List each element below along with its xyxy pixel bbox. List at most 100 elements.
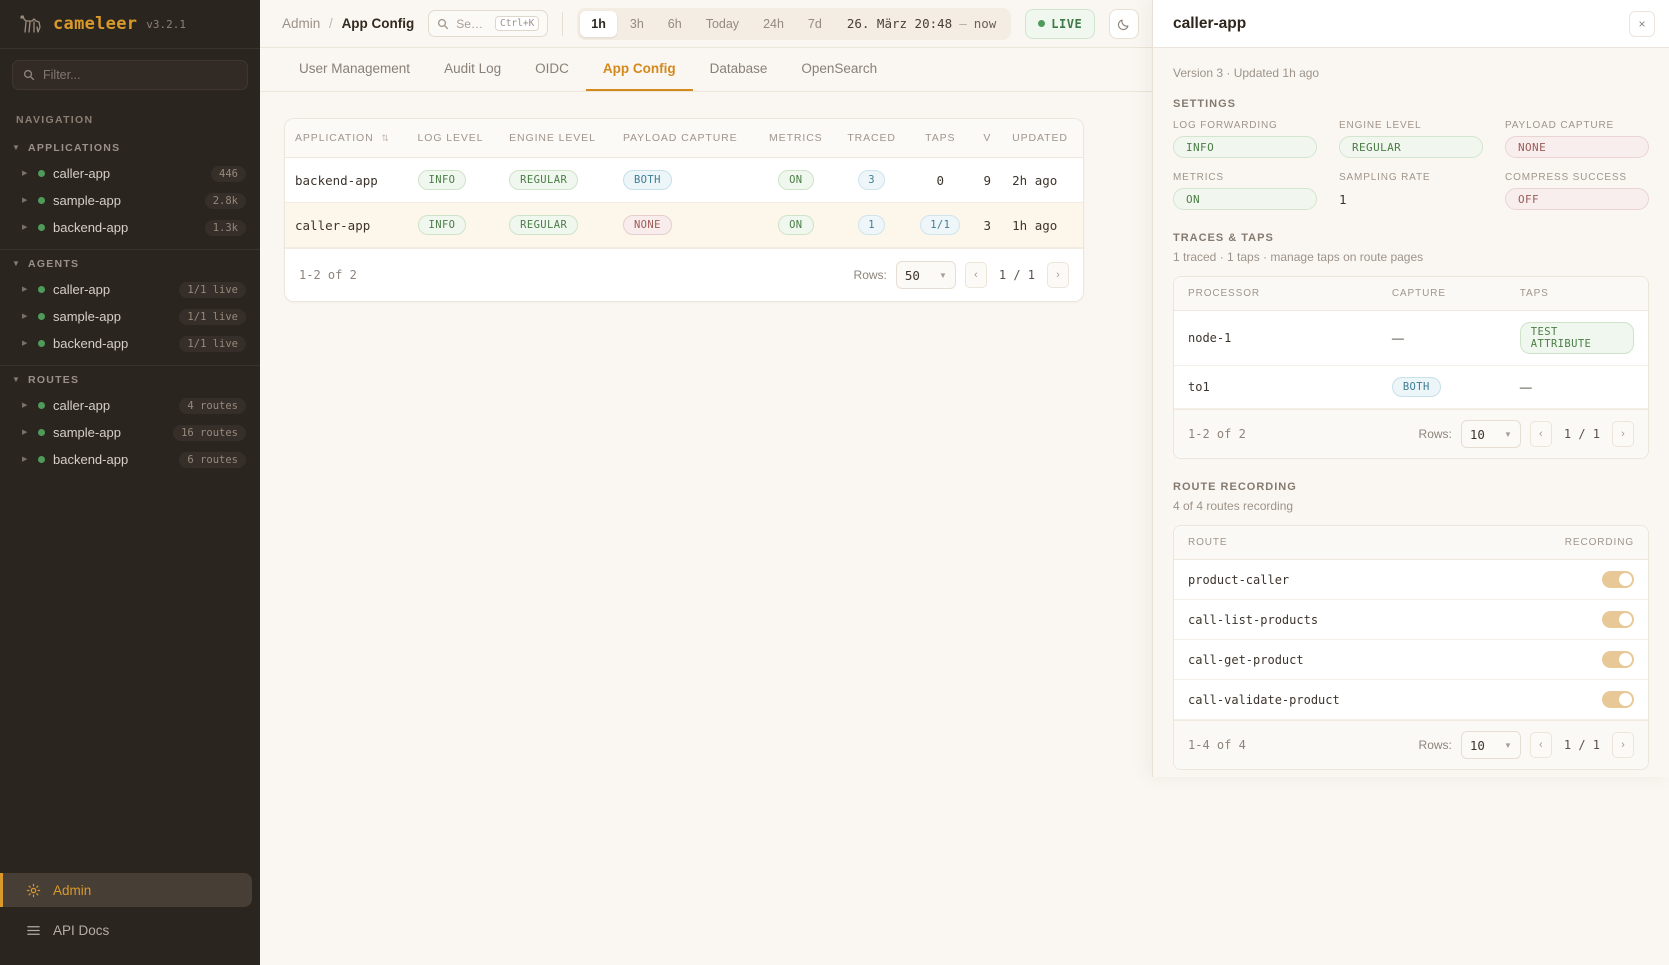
col-recording: RECORDING — [1481, 526, 1648, 560]
sidebar-item-agent-caller-app[interactable]: ▶ caller-app 1/1 live — [0, 276, 260, 303]
sidebar-filter[interactable] — [12, 60, 248, 90]
search-icon — [438, 18, 449, 29]
topbar-divider — [562, 11, 564, 36]
col-log-level[interactable]: LOG LEVEL — [407, 119, 500, 158]
range-1h[interactable]: 1h — [580, 10, 617, 37]
cell-route: call-get-product — [1174, 639, 1482, 680]
sidebar-item-agent-backend-app[interactable]: ▶ backend-app 1/1 live — [0, 330, 260, 357]
setting-log-forwarding: LOG FORWARDING INFO — [1173, 120, 1317, 158]
range-3h[interactable]: 3h — [629, 16, 644, 31]
cell-application: backend-app — [285, 157, 408, 203]
recording-toggle[interactable] — [1602, 651, 1634, 668]
tab-database[interactable]: Database — [709, 61, 768, 76]
sidebar-item-app-sample-app[interactable]: ▶ sample-app 2.8k — [0, 187, 260, 214]
tab-audit-log[interactable]: Audit Log — [444, 61, 502, 76]
filter-input[interactable] — [43, 68, 237, 82]
sidebar-item-admin[interactable]: Admin — [0, 873, 252, 907]
next-page-button[interactable]: › — [1612, 421, 1634, 447]
status-dot — [38, 224, 45, 231]
recording-toggle[interactable] — [1602, 611, 1634, 628]
prev-page-button[interactable]: ‹ — [964, 262, 987, 288]
range-24h[interactable]: 24h — [763, 16, 784, 31]
sidebar-item-badge: 1/1 live — [179, 308, 246, 325]
sidebar-item-route-sample-app[interactable]: ▶ sample-app 16 routes — [0, 419, 260, 446]
range-7d[interactable]: 7d — [807, 16, 822, 31]
col-engine-level[interactable]: ENGINE LEVEL — [499, 119, 613, 158]
chevron-right-icon: ▶ — [22, 170, 28, 177]
table-row[interactable]: product-caller — [1174, 559, 1648, 600]
rows-per-page-select[interactable]: 10 ▼ — [1460, 420, 1521, 448]
table-row[interactable]: call-get-product — [1174, 639, 1648, 680]
rows-per-page-select[interactable]: 50 ▼ — [895, 261, 956, 289]
recording-footer: 1-4 of 4 Rows: 10 ▼ ‹ 1 / 1 › — [1174, 720, 1648, 769]
result-count: 1-4 of 4 — [1188, 738, 1246, 752]
col-traced[interactable]: TRACED — [835, 119, 909, 158]
tab-user-management[interactable]: User Management — [299, 61, 411, 76]
brand[interactable]: cameleer v3.2.1 — [0, 0, 260, 48]
rows-per-page-select[interactable]: 10 ▼ — [1460, 731, 1521, 759]
group-header-agents[interactable]: ▼ AGENTS — [0, 250, 260, 276]
chevron-right-icon: ▶ — [22, 313, 28, 320]
table-row[interactable]: to1 BOTH — — [1174, 365, 1648, 409]
setting-value: REGULAR — [1339, 136, 1483, 158]
sidebar-group-routes: ▼ ROUTES ▶ caller-app 4 routes ▶ sample-… — [0, 366, 260, 481]
sidebar-item-api-docs[interactable]: API Docs — [0, 913, 252, 947]
table-row[interactable]: backend-app INFO REGULAR BOTH O — [285, 157, 1083, 203]
engine-level-badge: REGULAR — [509, 215, 579, 235]
recording-toggle[interactable] — [1602, 691, 1634, 708]
sidebar-item-route-backend-app[interactable]: ▶ backend-app 6 routes — [0, 446, 260, 473]
col-metrics[interactable]: METRICS — [756, 119, 836, 158]
setting-value: ON — [1173, 188, 1317, 210]
col-v[interactable]: V — [972, 119, 1003, 158]
sidebar-item-route-caller-app[interactable]: ▶ caller-app 4 routes — [0, 392, 260, 419]
next-page-button[interactable]: › — [1612, 732, 1634, 758]
brand-name: cameleer — [53, 14, 138, 34]
next-page-button[interactable]: › — [1047, 262, 1069, 288]
col-payload-capture[interactable]: PAYLOAD CAPTURE — [612, 119, 757, 158]
status-dot — [38, 197, 45, 204]
col-label: APPLICATION — [295, 132, 374, 144]
col-taps[interactable]: TAPS — [908, 119, 973, 158]
group-header-applications[interactable]: ▼ APPLICATIONS — [0, 134, 260, 160]
sort-icon[interactable]: ⇅ — [381, 133, 390, 143]
taps-badge: 1/1 — [920, 215, 961, 235]
col-updated[interactable]: UPDATED — [1002, 119, 1083, 158]
group-header-routes[interactable]: ▼ ROUTES — [0, 366, 260, 392]
prev-page-button[interactable]: ‹ — [1529, 421, 1552, 447]
setting-value: NONE — [1505, 136, 1649, 158]
tab-opensearch[interactable]: OpenSearch — [801, 61, 878, 76]
table-row[interactable]: call-validate-product — [1174, 679, 1648, 720]
close-icon[interactable]: × — [1629, 10, 1655, 37]
chevron-right-icon: ▶ — [22, 456, 28, 463]
range-today[interactable]: Today — [705, 16, 740, 31]
col-application[interactable]: APPLICATION ⇅ — [285, 119, 408, 158]
sidebar-item-agent-sample-app[interactable]: ▶ sample-app 1/1 live — [0, 303, 260, 330]
table-row[interactable]: node-1 — TEST ATTRIBUTE — [1174, 310, 1648, 366]
cell-taps: — — [1505, 365, 1648, 409]
global-search[interactable]: Se… Ctrl+K — [428, 10, 549, 37]
table-row[interactable]: call-list-products — [1174, 599, 1648, 640]
sidebar: cameleer v3.2.1 NAVIGATION ▼ APPLICATION… — [0, 0, 260, 965]
live-toggle[interactable]: LIVE — [1025, 8, 1096, 39]
range-display[interactable]: 26. März 20:48 — now — [835, 16, 1008, 31]
breadcrumb-root[interactable]: Admin — [282, 16, 321, 31]
tab-app-config[interactable]: App Config — [585, 48, 693, 91]
cell-route: call-list-products — [1174, 599, 1482, 640]
theme-toggle-button[interactable] — [1109, 8, 1140, 39]
cell-processor: node-1 — [1174, 310, 1378, 366]
setting-label: COMPRESS SUCCESS — [1505, 172, 1627, 183]
traces-table-header: PROCESSOR CAPTURE TAPS — [1174, 277, 1648, 311]
prev-page-button[interactable]: ‹ — [1529, 732, 1552, 758]
sidebar-item-label: backend-app — [53, 220, 129, 235]
recording-toggle[interactable] — [1602, 571, 1634, 588]
status-dot — [38, 456, 45, 463]
range-6h[interactable]: 6h — [667, 16, 682, 31]
status-dot — [38, 170, 45, 177]
cell-capture: — — [1377, 310, 1506, 366]
sidebar-item-app-backend-app[interactable]: ▶ backend-app 1.3k — [0, 214, 260, 241]
sidebar-item-app-caller-app[interactable]: ▶ caller-app 446 — [0, 160, 260, 187]
setting-engine-level: ENGINE LEVEL REGULAR — [1339, 120, 1483, 158]
tab-oidc[interactable]: OIDC — [535, 61, 569, 76]
table-row[interactable]: caller-app INFO REGULAR NONE ON — [285, 202, 1083, 248]
traced-badge: 3 — [858, 170, 885, 190]
